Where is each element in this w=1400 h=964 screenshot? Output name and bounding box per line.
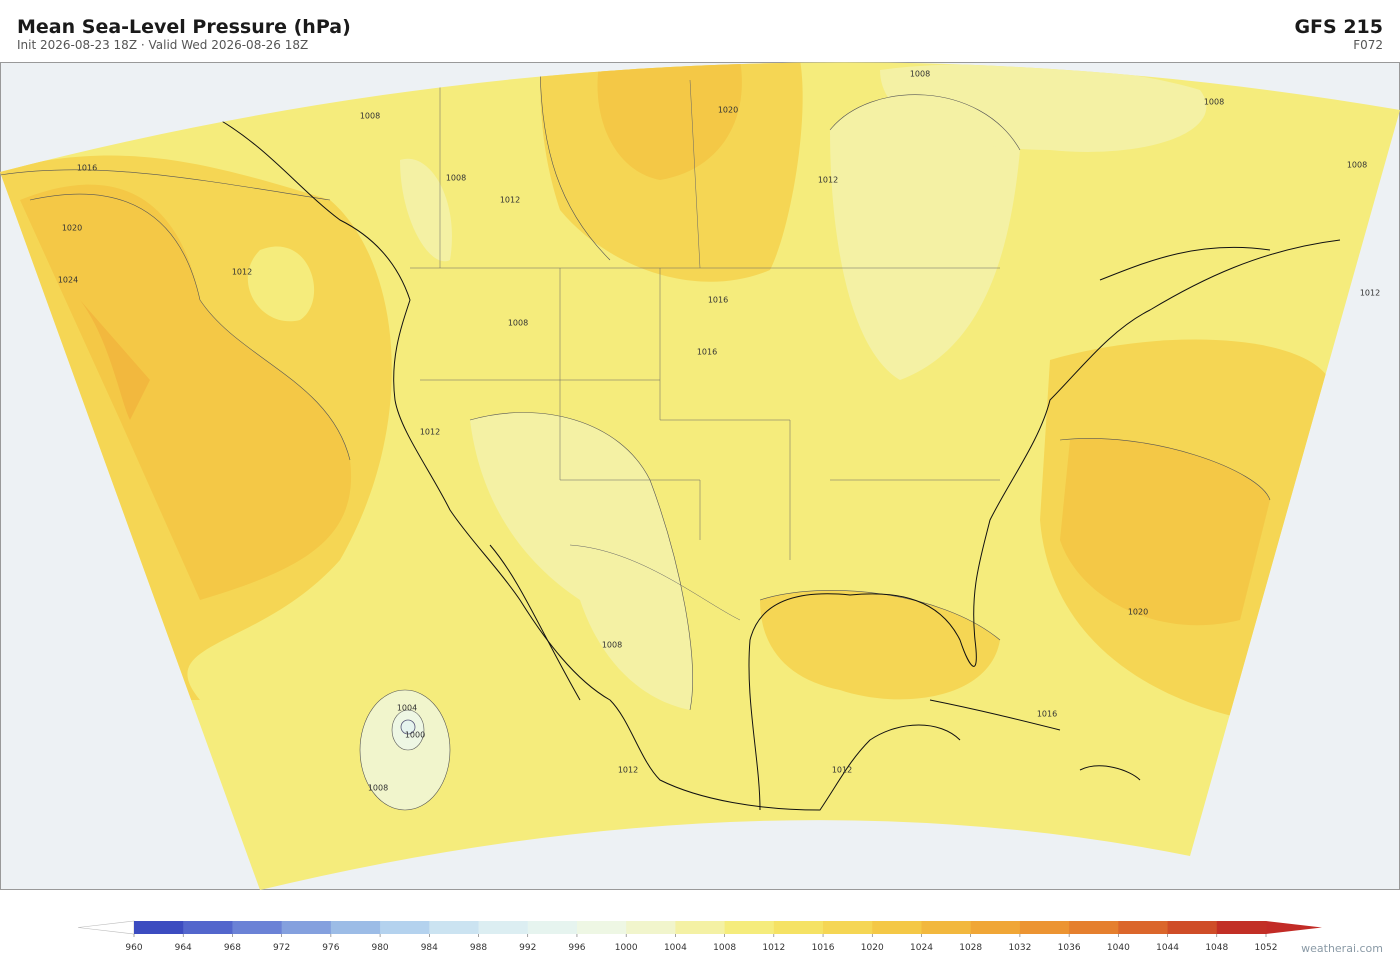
colorbar-tick-label: 1040	[1107, 943, 1130, 953]
colorbar-tick-label: 960	[125, 943, 142, 953]
contour-label: 1012	[618, 766, 638, 775]
colorbar-bin	[576, 921, 627, 934]
colorbar-tick-label: 980	[371, 943, 388, 953]
pressure-field	[0, 62, 1400, 891]
colorbar-bin	[823, 921, 873, 934]
colorbar-tick-label: 996	[568, 943, 585, 953]
colorbar-tick-label: 1012	[762, 943, 785, 953]
contour-label: 1008	[446, 174, 466, 183]
colorbar-bin	[970, 921, 1021, 934]
colorbar-tick-label: 976	[322, 943, 339, 953]
colorbar-tick-label: 964	[175, 943, 192, 953]
contour-label: 1008	[1347, 161, 1367, 170]
colorbar-tick-label: 1024	[910, 943, 933, 953]
colorbar-tick-label: 1008	[713, 943, 736, 953]
contour-label: 1016	[77, 164, 97, 173]
contour-label: 1008	[368, 784, 388, 793]
contour-label: 1016	[708, 296, 728, 305]
contour-label: 1016	[697, 348, 717, 357]
colorbar-tick-label: 992	[519, 943, 536, 953]
colorbar-bin	[1118, 921, 1169, 934]
contour-label: 1008	[508, 319, 528, 328]
colorbar-tick-label: 1000	[615, 943, 638, 953]
colorbar-bin	[478, 921, 529, 934]
contour-label: 1012	[420, 428, 440, 437]
colorbar: 960 964 968 972 976 980 984 988 992 996 1000 1004 10…	[77, 920, 1322, 953]
colorbar-tick-label: 1028	[959, 943, 982, 953]
colorbar-bin	[232, 921, 283, 934]
colorbar-tick-label: 1032	[1008, 943, 1031, 953]
colorbar-tick-label: 1016	[812, 943, 835, 953]
contour-labels: 1008 1016 1020 1024 1012 1008 1012 1016 …	[58, 70, 1380, 793]
contour-label: 1020	[718, 106, 738, 115]
contour-label: 1008	[360, 112, 380, 121]
map-title: Mean Sea-Level Pressure (hPa)	[17, 16, 351, 38]
contour-label: 1024	[58, 276, 78, 285]
contour-label: 1020	[1128, 608, 1148, 617]
contour-label: 1004	[397, 704, 417, 713]
colorbar-bin	[1216, 921, 1267, 934]
colorbar-tick-label: 984	[421, 943, 438, 953]
colorbar-bin	[872, 921, 922, 934]
credit: weatherai.com	[1301, 942, 1383, 955]
colorbar-tick-label: 1044	[1156, 943, 1179, 953]
colorbar-bin	[1019, 921, 1070, 934]
colorbar-bin	[921, 921, 972, 934]
contour-label: 1012	[818, 176, 838, 185]
colorbar-over	[1266, 921, 1322, 934]
contour-label: 1008	[602, 641, 622, 650]
contour-label: 1008	[1204, 98, 1224, 107]
colorbar-tick-label: 1052	[1255, 943, 1278, 953]
contour-label: 1020	[62, 224, 82, 233]
colorbar-tick-label: 1020	[861, 943, 884, 953]
contour-label: 1008	[910, 70, 930, 79]
model-name: GFS 215	[1294, 16, 1383, 38]
colorbar-tick-label: 1048	[1205, 943, 1228, 953]
colorbar-bin	[675, 921, 726, 934]
colorbar-bin	[281, 921, 332, 934]
colorbar-bin	[183, 921, 233, 934]
colorbar-bin	[1069, 921, 1119, 934]
map-subtitle: Init 2026-08-23 18Z · Valid Wed 2026-08-…	[17, 38, 309, 52]
colorbar-tick-label: 972	[273, 943, 290, 953]
contour-label: 1012	[832, 766, 852, 775]
contour-label: 1016	[1037, 710, 1057, 719]
colorbar-bin	[773, 921, 824, 934]
colorbar-bin	[527, 921, 578, 934]
colorbar-tick-label: 968	[224, 943, 241, 953]
contour-label: 1012	[232, 268, 252, 277]
colorbar-bin	[1167, 921, 1218, 934]
contour-label: 1012	[1360, 289, 1380, 298]
contour-label: 1012	[500, 196, 520, 205]
contour-label: 1000	[405, 731, 425, 740]
colorbar-bin	[134, 921, 184, 934]
colorbar-tick-label: 988	[470, 943, 487, 953]
forecast-hour: F072	[1353, 38, 1383, 52]
colorbar-bin	[626, 921, 676, 934]
colorbar-tick-label: 1036	[1058, 943, 1081, 953]
colorbar-tick-label: 1004	[664, 943, 687, 953]
colorbar-bin	[724, 921, 775, 934]
colorbar-bin	[330, 921, 381, 934]
colorbar-bin	[429, 921, 480, 934]
colorbar-under	[77, 920, 135, 935]
colorbar-bin	[380, 921, 430, 934]
